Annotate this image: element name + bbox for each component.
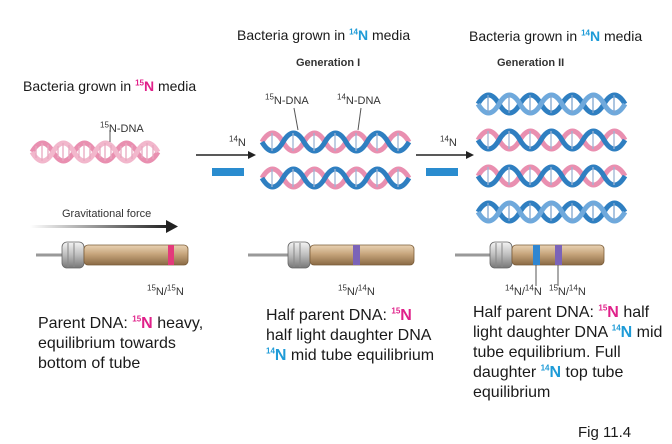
isotope-number: 15	[135, 78, 144, 88]
tube3-light-label: 14N/14N	[505, 283, 542, 298]
arrow-gen1	[196, 151, 256, 176]
isotope-number: 15	[100, 120, 109, 130]
gravitational-force-arrow	[30, 220, 178, 233]
isotope-number: 14	[568, 283, 578, 293]
isotope-number: 14	[229, 134, 238, 144]
generation-1-title: Generation I	[296, 57, 361, 69]
isotope-number: 14	[337, 92, 346, 102]
gen2-media-header: Bacteria grown in 14N media	[469, 28, 642, 44]
tube2-label: 15N/14N	[338, 283, 375, 298]
element-symbol: N	[533, 286, 542, 298]
isotope-number: 15	[132, 314, 142, 324]
element-symbol: N	[577, 286, 586, 298]
caption-text: mid tube equilibrium. Full daughter	[473, 324, 663, 381]
isotope-number: 15	[598, 303, 608, 313]
element-symbol: N	[366, 286, 375, 298]
isotope-number: 14	[524, 283, 534, 293]
centrifuge-tube-1	[36, 241, 189, 269]
caption-text: Half parent DNA:	[473, 304, 599, 321]
gen2-dna-helix-2	[478, 131, 625, 149]
centrifuge-tube-2	[248, 241, 415, 269]
header-text: media	[368, 27, 411, 43]
element-symbol: N	[274, 347, 287, 364]
tube1-heavy-band	[168, 245, 174, 265]
element-symbol: N/	[155, 286, 167, 298]
dna-label-text: N-DNA	[108, 123, 144, 135]
arrow2-media-label: 14N	[440, 134, 457, 149]
gen1-left-leader	[293, 107, 299, 131]
header-text: Bacteria grown in	[237, 27, 350, 43]
isotope-number: 15	[166, 283, 176, 293]
header-text: Bacteria grown in	[23, 78, 136, 94]
header-text: media	[600, 28, 643, 44]
parent-dna-label: 15N-DNA	[100, 120, 144, 135]
element-symbol: N	[549, 364, 562, 381]
caption-text: heavy, equilibrium towards bottom of tub…	[38, 315, 204, 372]
tube2-hybrid-band	[353, 245, 360, 265]
caption-text: Parent DNA:	[38, 315, 133, 332]
element-symbol: N	[143, 78, 155, 94]
element-symbol: N/	[513, 286, 525, 298]
arrow-gen2	[416, 151, 474, 176]
centrifuge-tube-3	[455, 241, 605, 269]
gen2-dna-helix-4	[478, 203, 625, 221]
element-symbol: N	[237, 137, 246, 149]
isotope-number: 14	[505, 283, 514, 293]
element-symbol: N	[607, 304, 619, 321]
gravitational-force-label: Gravitational force	[62, 208, 152, 220]
element-symbol: N	[175, 286, 184, 298]
tube1-label: 15N/15N	[147, 283, 184, 298]
isotope-number: 14	[349, 27, 358, 37]
isotope-number: 14	[540, 363, 550, 373]
figure-label: Fig 11.4	[578, 424, 632, 441]
isotope-number: 14	[357, 283, 367, 293]
isotope-number: 15	[391, 306, 401, 316]
caption-text: Half parent DNA:	[266, 307, 392, 324]
element-symbol: N	[448, 137, 457, 149]
tube3-hybrid-label: 15N/14N	[549, 283, 586, 298]
element-symbol: N	[357, 27, 369, 43]
element-symbol: N	[589, 28, 601, 44]
caption-generation-1: Half parent DNA: 15N half light daughter…	[266, 306, 442, 366]
isotope-number: 14	[581, 28, 590, 38]
gen1-right-leader	[357, 107, 362, 131]
gen1-media-header: Bacteria grown in 14N media	[237, 27, 410, 43]
caption-text: top tube equilibrium	[473, 364, 624, 401]
caption-text: mid tube equilibrium	[286, 347, 435, 364]
gen1-right-dna-label: 14N-DNA	[337, 92, 381, 107]
tube3-light-band	[533, 245, 540, 265]
arrow1-media-label: 14N	[229, 134, 246, 149]
isotope-number: 14	[611, 323, 621, 333]
isotope-number: 15	[147, 283, 156, 293]
header-text: Bacteria grown in	[469, 28, 582, 44]
caption-text: half light daughter DNA	[473, 304, 650, 341]
element-symbol: N	[620, 324, 633, 341]
isotope-number: 14	[440, 134, 449, 144]
dna-label-text: N-DNA	[273, 95, 309, 107]
gen1-left-dna-label: 15N-DNA	[265, 92, 309, 107]
gen1-dna-helix-1	[262, 133, 409, 151]
dna-label-text: N-DNA	[345, 95, 381, 107]
parent-dna-helix	[32, 143, 158, 161]
gen2-dna-helix-1	[478, 95, 625, 113]
element-symbol: N	[141, 315, 153, 332]
element-symbol: N/	[346, 286, 358, 298]
isotope-number: 15	[338, 283, 347, 293]
gen1-dna-helix-2	[262, 169, 409, 187]
gen2-dna-helix-3	[478, 167, 625, 185]
isotope-number: 15	[549, 283, 558, 293]
caption-parent: Parent DNA: 15N heavy, equilibrium towar…	[38, 314, 210, 374]
tube3-hybrid-band	[555, 245, 562, 265]
caption-text: half light daughter DNA	[266, 327, 431, 344]
element-symbol: N	[400, 307, 412, 324]
element-symbol: N/	[557, 286, 569, 298]
isotope-number: 15	[265, 92, 274, 102]
generation-2-title: Generation II	[497, 57, 565, 69]
header-text: media	[154, 78, 197, 94]
isotope-number: 14	[266, 346, 275, 356]
caption-generation-2: Half parent DNA: 15N half light daughter…	[473, 303, 663, 403]
parent-media-header: Bacteria grown in 15N media	[23, 78, 196, 94]
